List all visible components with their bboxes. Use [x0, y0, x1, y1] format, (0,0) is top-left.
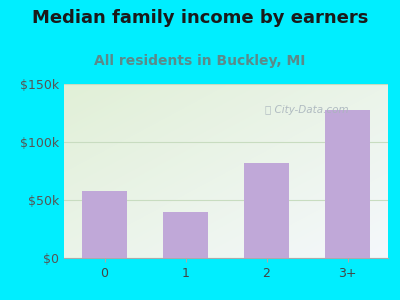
Bar — [325, 110, 370, 258]
Text: Median family income by earners: Median family income by earners — [32, 9, 368, 27]
Text: All residents in Buckley, MI: All residents in Buckley, MI — [94, 54, 306, 68]
Bar — [163, 212, 208, 258]
Text: ⓘ City-Data.com: ⓘ City-Data.com — [265, 105, 348, 115]
Bar — [82, 191, 127, 258]
Bar — [244, 163, 289, 258]
